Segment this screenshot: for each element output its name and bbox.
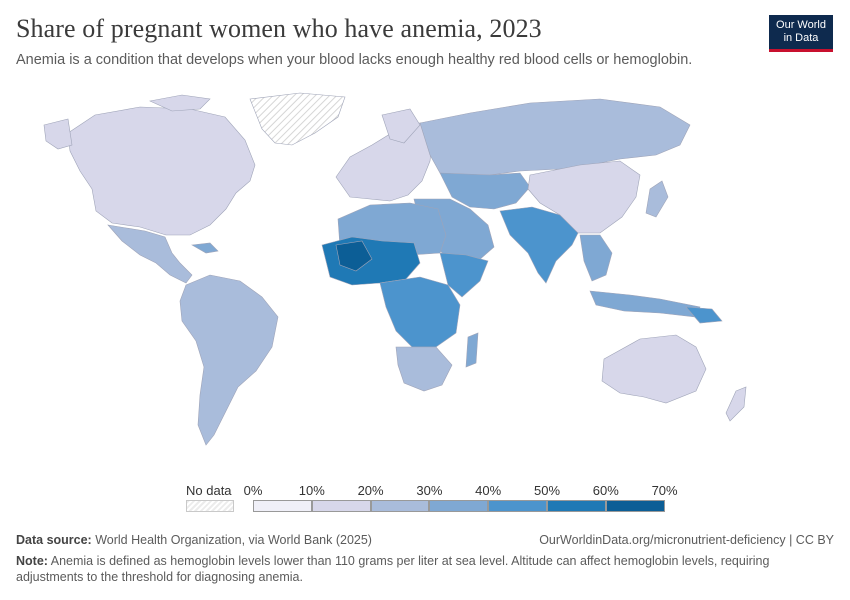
legend-bin[interactable]: [547, 500, 606, 512]
chart-note: Note: Anemia is defined as hemoglobin le…: [16, 553, 816, 585]
region-south-america[interactable]: [179, 274, 279, 446]
note-text: Anemia is defined as hemoglobin levels l…: [16, 554, 770, 584]
logo-line-1: Our World: [776, 19, 826, 31]
source-url[interactable]: OurWorldinData.org/micronutrient-deficie…: [539, 533, 834, 547]
legend-bin[interactable]: [311, 500, 371, 512]
region-arctic-islands[interactable]: [149, 94, 211, 112]
region-central-asia[interactable]: [439, 172, 531, 210]
legend-tick-label: 60%: [592, 483, 619, 498]
region-west-africa[interactable]: [321, 236, 421, 286]
legend-bin[interactable]: [253, 500, 312, 512]
legend-tick-label: 20%: [357, 483, 384, 498]
region-europe[interactable]: [335, 122, 433, 202]
legend-bin[interactable]: [370, 500, 430, 512]
legend-tick-label: 50%: [533, 483, 561, 498]
region-alaska[interactable]: [43, 118, 73, 150]
data-source-label: Data source:: [16, 533, 92, 547]
region-png[interactable]: [685, 306, 723, 324]
region-mali[interactable]: [335, 240, 373, 272]
legend-tick-label: 30%: [416, 483, 443, 498]
legend-tick-label: 70%: [651, 483, 678, 498]
note-label: Note:: [16, 554, 48, 568]
region-central-africa[interactable]: [379, 276, 461, 348]
legend-no-data-label: No data: [186, 483, 232, 498]
world-map[interactable]: [0, 85, 850, 475]
region-madagascar[interactable]: [465, 332, 479, 368]
legend-tick-label: 10%: [298, 483, 325, 498]
legend-no-data-swatch: [186, 500, 234, 512]
chart-subtitle: Anemia is a condition that develops when…: [16, 52, 693, 68]
legend-tick-label: 40%: [475, 483, 502, 498]
region-east-asia[interactable]: [527, 160, 641, 234]
logo-line-2: in Data: [783, 32, 819, 44]
region-australia[interactable]: [601, 334, 707, 404]
legend-bin[interactable]: [488, 500, 547, 512]
data-source-text[interactable]: World Health Organization, via World Ban…: [95, 533, 372, 547]
legend-bin[interactable]: [605, 500, 665, 512]
region-southern-africa[interactable]: [395, 346, 453, 392]
region-russia[interactable]: [419, 98, 691, 178]
region-greenland[interactable]: [249, 92, 346, 146]
region-japan[interactable]: [645, 180, 669, 218]
region-north-america[interactable]: [67, 106, 256, 236]
region-southeast-asia[interactable]: [579, 234, 613, 282]
region-new-zealand[interactable]: [725, 386, 747, 422]
region-scandinavia[interactable]: [381, 108, 421, 144]
region-indonesia[interactable]: [589, 290, 701, 318]
owid-logo[interactable]: Our World in Data: [769, 15, 833, 52]
region-south-asia[interactable]: [499, 206, 581, 284]
region-caribbean[interactable]: [191, 242, 219, 254]
region-central-america[interactable]: [107, 224, 193, 284]
legend-bin[interactable]: [429, 500, 489, 512]
legend-tick-label: 0%: [243, 483, 263, 498]
data-source: Data source: World Health Organization, …: [16, 533, 372, 547]
chart-title: Share of pregnant women who have anemia,…: [16, 14, 542, 43]
